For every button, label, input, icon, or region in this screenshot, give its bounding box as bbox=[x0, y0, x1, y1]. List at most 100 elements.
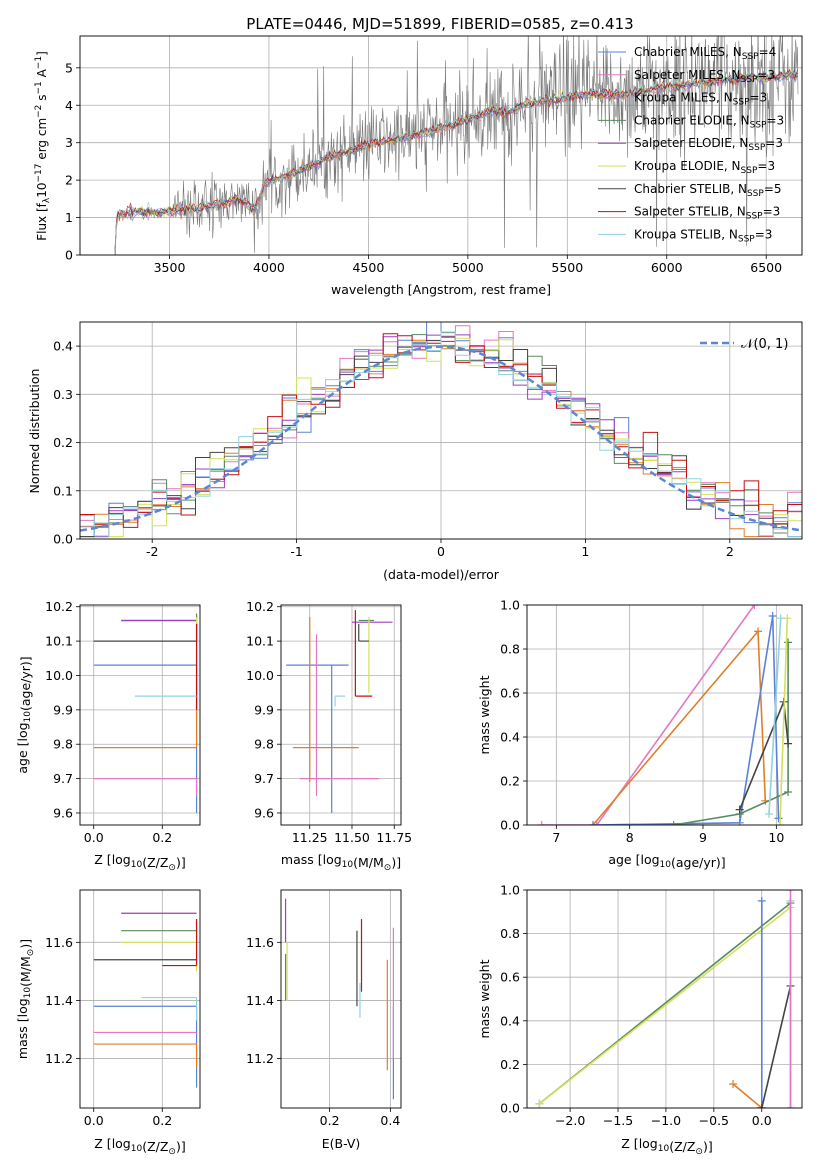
weight-line-chabrier_stelib bbox=[761, 985, 792, 1108]
sun-symbol: ⊙ bbox=[168, 863, 176, 873]
x-tick-label: 6500 bbox=[750, 260, 782, 275]
weight-marker bbox=[750, 605, 759, 609]
y-tick-label: 0.4 bbox=[53, 339, 73, 354]
y-tick-label: 0.8 bbox=[500, 926, 520, 941]
sun-symbol: ⊙ bbox=[695, 1147, 703, 1157]
plot-area-residuals bbox=[80, 322, 802, 539]
model-line-kroupa_stelib bbox=[114, 70, 798, 255]
grid-age-vs-Z bbox=[80, 605, 200, 825]
y-tick-label: 3 bbox=[65, 135, 73, 150]
x-tick-label: 0.2 bbox=[152, 1113, 172, 1128]
point-kroupa_miles bbox=[93, 617, 198, 749]
y-tick-label: 11.6 bbox=[246, 935, 274, 950]
y-tick-label: 10.1 bbox=[45, 634, 73, 649]
y-tick-label: 10.0 bbox=[45, 668, 73, 683]
axes-frame bbox=[79, 321, 803, 540]
x-tick-label: −1.0 bbox=[651, 1113, 681, 1128]
y-tick-label: 1.0 bbox=[500, 883, 520, 898]
axes-frame bbox=[79, 35, 803, 256]
grid-mass-weight-vs-age bbox=[527, 604, 802, 826]
weight-marker bbox=[735, 805, 744, 814]
legend-label-salpeter_stelib: Salpeter STELIB, NSSP=3 bbox=[634, 205, 780, 222]
legend-label-chabrier_miles: Chabrier MILES, NSSP=4 bbox=[634, 45, 776, 62]
sun-symbol: ⊙ bbox=[384, 863, 392, 873]
x-tick-label: -1 bbox=[290, 544, 302, 559]
x-tick-label: 8 bbox=[626, 830, 634, 845]
y-tick-label: 11.4 bbox=[45, 993, 73, 1008]
x-tick-label: 4500 bbox=[352, 260, 384, 275]
y-tick-label: 0.4 bbox=[500, 1013, 520, 1028]
y-tick-label: 10.1 bbox=[246, 634, 274, 649]
x-axis-label: Z [log10(Z/Z⊙)] bbox=[94, 852, 185, 873]
axes-spectrum: 3500 4000 4500 5000 5500 6000 6500 0 1 2 3 4 5 wavele… bbox=[34, 35, 803, 297]
x-tick-label: −0.5 bbox=[699, 1113, 729, 1128]
x-tick-label: 11.75 bbox=[376, 830, 412, 845]
y-tick-label: 0.0 bbox=[500, 818, 520, 833]
y-tick-label: 9.7 bbox=[254, 771, 274, 786]
point-salpeter_miles bbox=[93, 777, 198, 796]
point-salpeter_stelib bbox=[162, 919, 198, 967]
weight-marker bbox=[786, 1104, 795, 1108]
point-chabrier_miles bbox=[93, 664, 198, 813]
axes-frame bbox=[79, 604, 201, 826]
y-axis-label: mass weight bbox=[477, 959, 492, 1038]
plot-area-mass-vs-Z bbox=[93, 912, 198, 1088]
x-tick-label: 9 bbox=[699, 830, 707, 845]
axes-frame bbox=[280, 604, 402, 826]
x-tick-label: 5500 bbox=[551, 260, 583, 275]
y-tick-label: 11.2 bbox=[246, 1051, 274, 1066]
y-tick-label: 9.8 bbox=[53, 737, 73, 752]
x-tick-label: 3500 bbox=[154, 260, 186, 275]
y-tick-label: 10.2 bbox=[45, 599, 73, 614]
axes-age-vs-mass: 11.25 11.50 11.75 9.6 9.7 9.8 9.9 10.0 10.1 10.2 m… bbox=[246, 599, 412, 873]
weight-line-kroupa_stelib bbox=[768, 618, 782, 815]
weight-marker bbox=[776, 614, 785, 623]
normal-curve bbox=[80, 345, 802, 532]
axes-frame bbox=[526, 604, 803, 826]
y-tick-label: 0.3 bbox=[53, 387, 73, 402]
x-axis-label: (data-model)/error bbox=[383, 567, 500, 582]
x-tick-label: 2 bbox=[726, 544, 734, 559]
axes-mass-vs-Z: 0.0 0.2 11.2 11.4 11.6 Z [log10(Z/Z⊙)] mass [l… bbox=[15, 889, 201, 1157]
weight-line-kroupa_elodie bbox=[539, 906, 791, 1105]
y-tick-label: 5 bbox=[65, 60, 73, 75]
x-tick-label: 0.2 bbox=[320, 1113, 340, 1128]
weight-line-kroupa_miles bbox=[732, 1083, 763, 1108]
model-line-salpeter_stelib bbox=[114, 69, 798, 255]
y-tick-label: 0.2 bbox=[500, 774, 520, 789]
axes-mass-weight-vs-age: 7 8 9 10 0.0 0.2 0.4 0.6 0.8 1.0 age [log10(age/yr… bbox=[477, 598, 803, 870]
legend-label-normal: 𝒩(0, 1) bbox=[741, 337, 788, 352]
axes-mass-vs-ebv: 0.2 0.4 11.2 11.4 11.6 E(B-V) bbox=[246, 889, 402, 1151]
point-chabrier_miles bbox=[286, 664, 349, 813]
x-tick-label: 11.50 bbox=[334, 830, 370, 845]
y-tick-label: 0.8 bbox=[500, 642, 520, 657]
y-tick-label: 9.9 bbox=[53, 702, 73, 717]
x-tick-label: 1 bbox=[581, 544, 589, 559]
y-tick-label: 11.6 bbox=[45, 935, 73, 950]
grid-age-vs-mass bbox=[281, 605, 401, 825]
point-kroupa_miles bbox=[292, 617, 359, 783]
weight-marker bbox=[784, 788, 793, 796]
x-tick-label: 0 bbox=[437, 544, 445, 559]
y-tick-label: 0.0 bbox=[500, 1101, 520, 1116]
weight-line-kroupa_elodie bbox=[779, 618, 789, 825]
weight-marker bbox=[729, 1080, 738, 1089]
point-chabrier_elodie bbox=[121, 613, 198, 622]
label-rest: )] bbox=[703, 1139, 713, 1154]
x-axis-label: wavelength [Angstrom, rest frame] bbox=[331, 282, 551, 297]
x-tick-label: 11.25 bbox=[292, 830, 328, 845]
x-tick-label: 0.0 bbox=[84, 1113, 104, 1128]
weight-line-chabrier_miles bbox=[592, 615, 780, 825]
weight-line-chabrier_elodie bbox=[673, 642, 789, 825]
x-axis-label: mass [log10(M/M⊙)] bbox=[281, 852, 401, 873]
spectrum-data-line bbox=[114, 36, 799, 255]
weight-marker bbox=[754, 627, 762, 636]
y-tick-label: 0.4 bbox=[500, 730, 520, 745]
axes-residuals: -2 -1 0 1 2 0.0 0.1 0.2 0.3 0.4 (data-model)/error… bbox=[27, 321, 803, 582]
point-kroupa_elodie bbox=[121, 919, 198, 972]
point-chabrier_stelib bbox=[93, 623, 198, 642]
legend-spectrum: Chabrier MILES, NSSP=4 Salpeter MILES, NS… bbox=[598, 45, 784, 244]
weight-marker bbox=[537, 821, 546, 825]
x-tick-label: −1.5 bbox=[603, 1113, 633, 1128]
weight-marker bbox=[589, 821, 597, 825]
